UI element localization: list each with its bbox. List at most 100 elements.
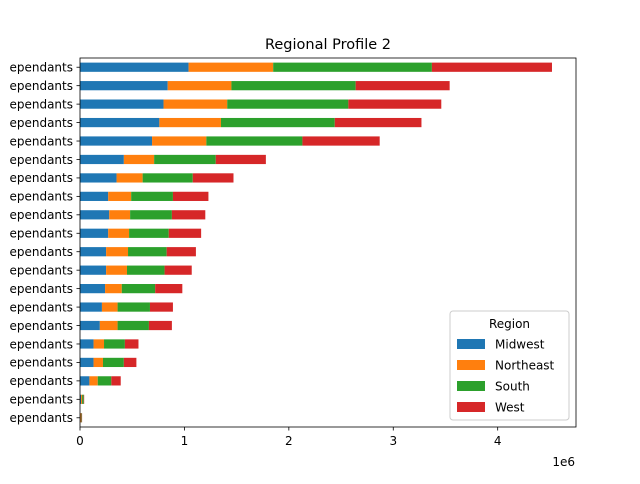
y-tick-label-9: ependants: [9, 227, 73, 241]
bar-segment-west-3: [334, 117, 422, 128]
bar-segment-south-19: [81, 413, 82, 423]
legend-swatch-midwest: [457, 339, 485, 349]
bar-segment-west-5: [215, 154, 266, 165]
bar-segment-west-17: [111, 376, 121, 386]
bar-segment-midwest-10: [80, 247, 107, 257]
bar-segment-northeast-9: [108, 228, 130, 238]
x-tick-label-0: 0: [76, 434, 84, 448]
legend-title: Region: [489, 317, 530, 331]
legend-swatch-northeast: [457, 360, 485, 370]
bar-segment-northeast-6: [116, 173, 143, 183]
bar-segment-midwest-7: [80, 191, 109, 201]
x-tick-label-3: 3: [389, 434, 397, 448]
bar-segment-south-11: [126, 265, 165, 275]
bar-segment-west-16: [123, 357, 137, 368]
bar-segment-west-13: [149, 302, 173, 312]
bar-segment-south-6: [142, 173, 193, 183]
bar-segment-midwest-9: [80, 228, 109, 238]
bar-segment-northeast-11: [106, 265, 127, 275]
bar-segment-west-14: [148, 320, 172, 331]
bar-segment-south-9: [129, 228, 169, 238]
y-tick-label-18: ependants: [9, 393, 73, 407]
bar-segment-midwest-1: [80, 81, 168, 91]
bar-segment-northeast-1: [167, 81, 232, 91]
bar-segment-northeast-14: [99, 320, 118, 331]
legend-box: [449, 310, 570, 421]
bar-segment-south-15: [104, 339, 125, 349]
legend-swatch-west: [457, 402, 485, 412]
y-tick-label-13: ependants: [9, 300, 73, 314]
y-tick-label-12: ependants: [9, 282, 73, 296]
bar-segment-south-2: [227, 99, 349, 109]
bar-segment-south-14: [117, 320, 149, 331]
y-tick-label-2: ependants: [9, 97, 73, 111]
legend-label-northeast: Northeast: [495, 359, 555, 373]
bar-segment-west-15: [124, 339, 139, 349]
bar-segment-northeast-15: [93, 339, 105, 349]
bar-segment-northeast-3: [159, 117, 221, 128]
y-tick-label-8: ependants: [9, 208, 73, 222]
bar-segment-south-3: [220, 117, 335, 128]
bar-segment-west-18: [83, 394, 85, 404]
y-tick-label-16: ependants: [9, 356, 73, 370]
bar-segment-midwest-3: [80, 117, 160, 128]
bar-segment-northeast-17: [89, 376, 98, 386]
bar-segment-midwest-2: [80, 99, 164, 109]
y-tick-label-10: ependants: [9, 245, 73, 259]
y-tick-label-3: ependants: [9, 116, 73, 130]
bar-segment-midwest-8: [80, 210, 110, 220]
bar-segment-midwest-14: [80, 320, 100, 331]
legend: Region Midwest Northeast South West: [449, 310, 570, 421]
x-tick-label-2: 2: [285, 434, 293, 448]
bar-segment-northeast-7: [108, 191, 132, 201]
x-offset-label: 1e6: [552, 455, 575, 469]
bar-segment-south-0: [273, 62, 432, 72]
bar-segment-south-12: [121, 284, 156, 294]
bar-segment-midwest-16: [80, 357, 94, 368]
legend-swatch-south: [457, 381, 485, 391]
bar-segment-west-1: [355, 81, 450, 91]
bar-segment-south-1: [231, 81, 356, 91]
bar-segment-northeast-4: [152, 136, 207, 146]
y-tick-label-4: ependants: [9, 134, 73, 148]
bar-segment-midwest-13: [80, 302, 102, 312]
y-tick-label-14: ependants: [9, 319, 73, 333]
y-tick-label-1: ependants: [9, 79, 73, 93]
bar-segment-west-7: [172, 191, 209, 201]
bar-segment-south-13: [117, 302, 150, 312]
legend-label-midwest: Midwest: [495, 338, 545, 352]
bar-segment-west-6: [192, 173, 234, 183]
bar-segment-south-4: [206, 136, 303, 146]
bar-segment-west-10: [166, 247, 196, 257]
y-tick-label-0: ependants: [9, 61, 73, 75]
bars-layer: [80, 62, 552, 423]
bar-segment-west-4: [302, 136, 380, 146]
y-tick-label-15: ependants: [9, 337, 73, 351]
x-tick-label-1: 1: [181, 434, 189, 448]
bar-segment-northeast-13: [101, 302, 118, 312]
y-tick-label-7: ependants: [9, 190, 73, 204]
bar-segment-northeast-16: [93, 357, 103, 368]
bar-segment-midwest-6: [80, 173, 117, 183]
legend-label-south: South: [495, 380, 530, 394]
y-tick-label-5: ependants: [9, 153, 73, 167]
bar-segment-south-7: [131, 191, 173, 201]
bar-segment-west-12: [155, 284, 183, 294]
bar-segment-midwest-5: [80, 154, 124, 165]
bar-segment-west-8: [171, 210, 206, 220]
bar-segment-south-16: [102, 357, 124, 368]
bar-segment-west-19: [81, 413, 83, 423]
bar-segment-midwest-17: [80, 376, 90, 386]
bar-segment-midwest-4: [80, 136, 153, 146]
bar-segment-west-2: [348, 99, 442, 109]
y-axis: ependants ependants ependants ependants epen…: [9, 61, 80, 425]
bar-segment-northeast-18: [81, 394, 83, 404]
bar-segment-northeast-19: [80, 413, 82, 423]
bar-segment-midwest-12: [80, 284, 106, 294]
bar-segment-northeast-12: [105, 284, 122, 294]
y-tick-label-19: ependants: [9, 411, 73, 425]
bar-segment-west-9: [168, 228, 202, 238]
bar-segment-northeast-8: [109, 210, 131, 220]
